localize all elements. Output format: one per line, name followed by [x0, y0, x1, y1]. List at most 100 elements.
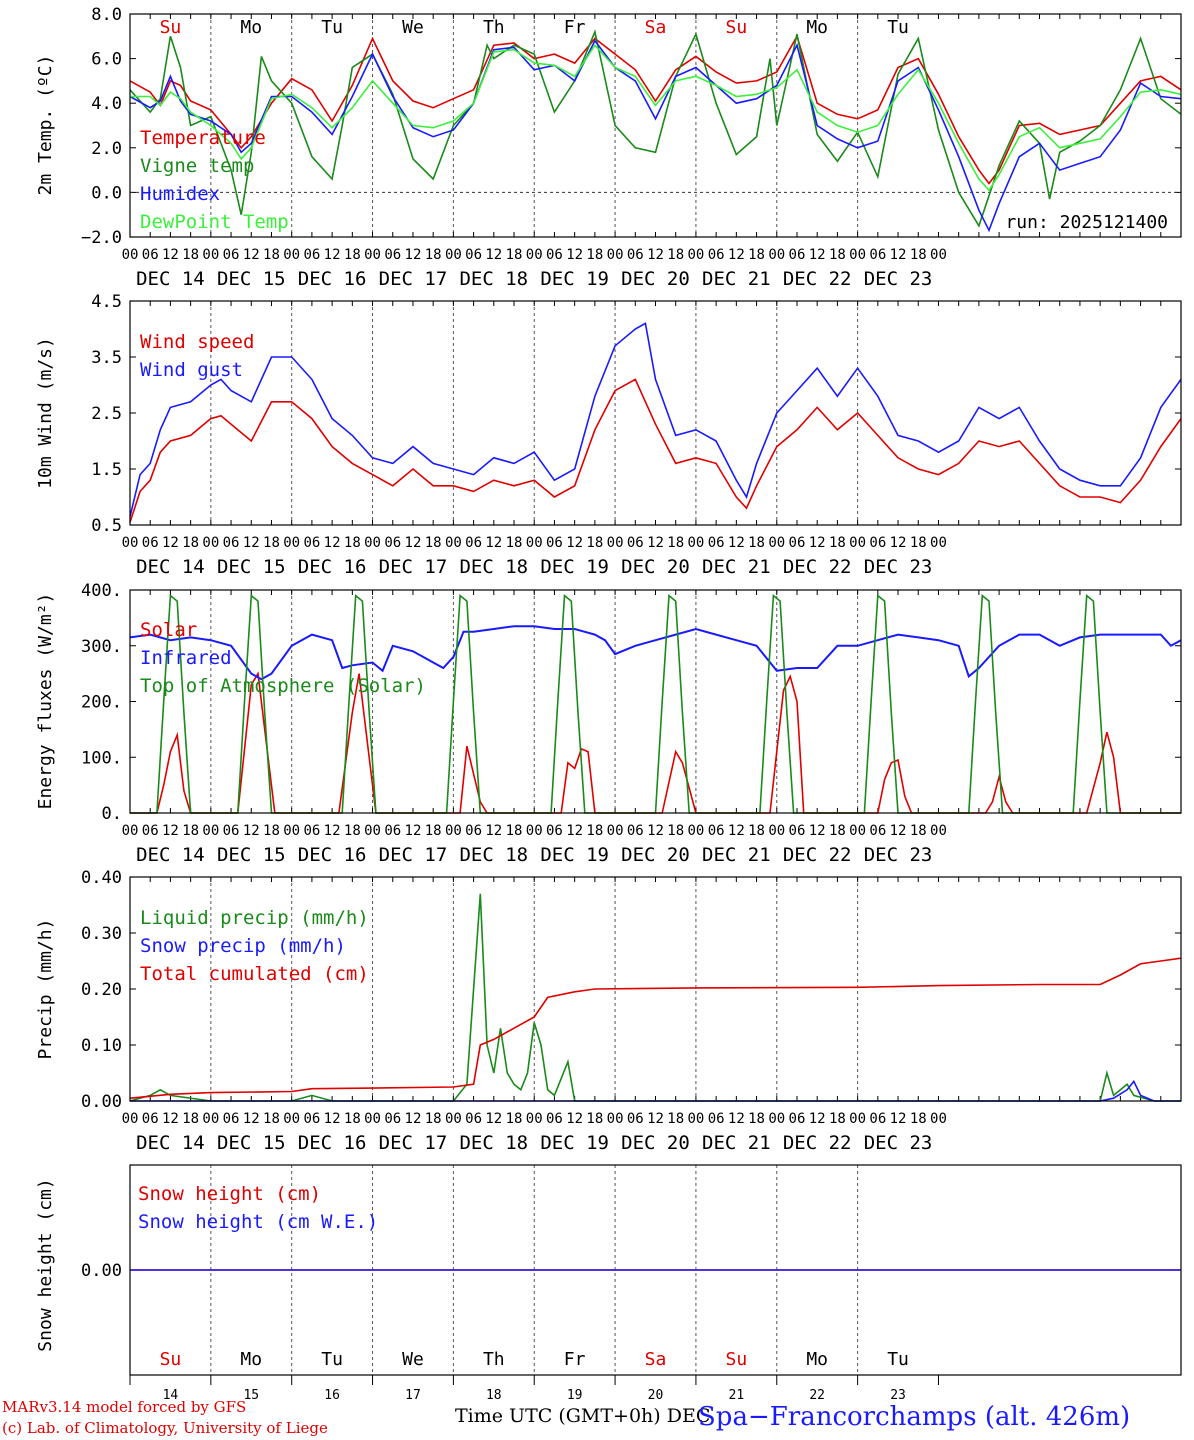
date-label: DEC 19 — [540, 1132, 609, 1154]
date-label: DEC 20 — [621, 268, 690, 290]
hour-tick-label: 00 — [445, 535, 462, 551]
hour-tick-label: 06 — [627, 535, 644, 551]
date-label: DEC 18 — [459, 268, 528, 290]
panel-2: 0.5 1.5 2.5 3.5 4.5 10m Wind (m/s) Wind speed W… — [35, 292, 1182, 578]
y-tick-label: 2.0 — [91, 139, 122, 159]
date-label: DEC 20 — [621, 1132, 690, 1154]
hour-tick-label: 18 — [748, 247, 765, 263]
date-label: DEC 23 — [864, 268, 933, 290]
hour-tick-label: 06 — [303, 535, 320, 551]
date-label: DEC 19 — [540, 268, 609, 290]
hour-tick-label: 12 — [809, 535, 826, 551]
y-tick-label: 2.5 — [91, 404, 122, 424]
hour-tick-label: 18 — [506, 823, 523, 839]
series-line-blue — [129, 322, 1182, 517]
hour-tick-label: 12 — [405, 247, 422, 263]
hour-tick-label: 06 — [142, 247, 159, 263]
hour-tick-label: 06 — [627, 1111, 644, 1127]
hour-tick-label: 06 — [223, 535, 240, 551]
weekday-label: Tu — [887, 1349, 909, 1370]
date-label: DEC 21 — [702, 556, 771, 578]
hour-tick-label: 00 — [122, 1111, 139, 1127]
hour-tick-label: 12 — [324, 247, 341, 263]
date-label: DEC 22 — [783, 1132, 852, 1154]
series-line-lightgreen — [130, 43, 1182, 192]
y-tick-label: 0.00 — [81, 1092, 122, 1112]
hour-tick-label: 18 — [182, 1111, 199, 1127]
hour-tick-label: 00 — [607, 823, 624, 839]
hour-tick-label: 18 — [506, 247, 523, 263]
hour-tick-label: 12 — [890, 1111, 907, 1127]
hour-tick-label: 06 — [869, 823, 886, 839]
panel-frame — [129, 1164, 1182, 1376]
series-line-blue — [129, 39, 1182, 233]
hour-tick-label: 00 — [849, 823, 866, 839]
panel-frame — [129, 13, 1182, 238]
date-label: DEC 15 — [217, 844, 286, 866]
hour-tick-label: 00 — [930, 823, 947, 839]
hour-tick-label: 00 — [687, 1111, 704, 1127]
hour-tick-label: 18 — [586, 1111, 603, 1127]
hour-tick-label: 18 — [748, 1111, 765, 1127]
date-label: DEC 16 — [298, 268, 367, 290]
hour-tick-label: 00 — [849, 247, 866, 263]
day-number-label: 16 — [324, 1388, 340, 1403]
date-label: DEC 14 — [136, 1132, 205, 1154]
date-label: DEC 18 — [459, 1132, 528, 1154]
weekday-label: Th — [483, 17, 505, 38]
y-tick-label: 8.0 — [91, 5, 122, 25]
hour-tick-label: 18 — [425, 247, 442, 263]
hour-tick-label: 18 — [829, 1111, 846, 1127]
hour-tick-label: 12 — [647, 535, 664, 551]
hour-tick-label: 06 — [384, 247, 401, 263]
hour-tick-label: 00 — [122, 535, 139, 551]
hour-tick-label: 12 — [405, 823, 422, 839]
hour-tick-label: 06 — [789, 535, 806, 551]
panel-3: 0. 100. 200. 300. 400. Energy fluxes (W/m²) So… — [35, 581, 1182, 866]
date-label: DEC 20 — [621, 556, 690, 578]
hour-tick-label: 18 — [344, 1111, 361, 1127]
hour-tick-label: 12 — [890, 247, 907, 263]
hour-tick-label: 12 — [728, 535, 745, 551]
hour-tick-label: 06 — [546, 1111, 563, 1127]
hour-tick-label: 06 — [142, 535, 159, 551]
weekday-label: We — [402, 1349, 424, 1370]
hour-tick-label: 18 — [748, 823, 765, 839]
date-label: DEC 16 — [298, 844, 367, 866]
hour-tick-label: 12 — [647, 1111, 664, 1127]
legend-entry: Snow height (cm) — [138, 1183, 321, 1205]
hour-tick-label: 06 — [303, 247, 320, 263]
hour-tick-label: 18 — [425, 1111, 442, 1127]
series-line-green — [129, 29, 1182, 228]
hour-tick-label: 00 — [445, 823, 462, 839]
date-label: DEC 17 — [379, 1132, 448, 1154]
date-label: DEC 21 — [702, 1132, 771, 1154]
panel-frame — [129, 876, 1182, 1102]
hour-tick-label: 06 — [384, 535, 401, 551]
legend-entry: Wind gust — [140, 359, 243, 381]
date-label: DEC 20 — [621, 844, 690, 866]
hour-tick-label: 06 — [546, 823, 563, 839]
hour-tick-label: 06 — [303, 823, 320, 839]
hour-tick-label: 06 — [384, 1111, 401, 1127]
weekday-label: Tu — [321, 1349, 343, 1370]
hour-tick-label: 12 — [809, 823, 826, 839]
lab-credit: (c) Lab. of Climatology, University of L… — [2, 1419, 328, 1437]
y-tick-label: −2.0 — [81, 228, 122, 248]
y-axis-label: Precip (mm/h) — [35, 919, 56, 1060]
date-label: DEC 21 — [702, 844, 771, 866]
model-credit: MARv3.14 model forced by GFS — [2, 1398, 247, 1416]
hour-tick-label: 00 — [445, 247, 462, 263]
weekday-label: Th — [483, 1349, 505, 1370]
y-axis-label: 10m Wind (m/s) — [35, 337, 56, 489]
date-label: DEC 15 — [217, 556, 286, 578]
hour-tick-label: 18 — [263, 823, 280, 839]
day-number-label: 14 — [163, 1388, 179, 1403]
hour-tick-label: 18 — [586, 247, 603, 263]
hour-tick-label: 06 — [465, 247, 482, 263]
y-tick-label: 6.0 — [91, 50, 122, 70]
y-tick-label: 0.00 — [81, 1261, 122, 1281]
hour-tick-label: 12 — [405, 1111, 422, 1127]
hour-tick-label: 00 — [930, 535, 947, 551]
hour-tick-label: 18 — [506, 1111, 523, 1127]
